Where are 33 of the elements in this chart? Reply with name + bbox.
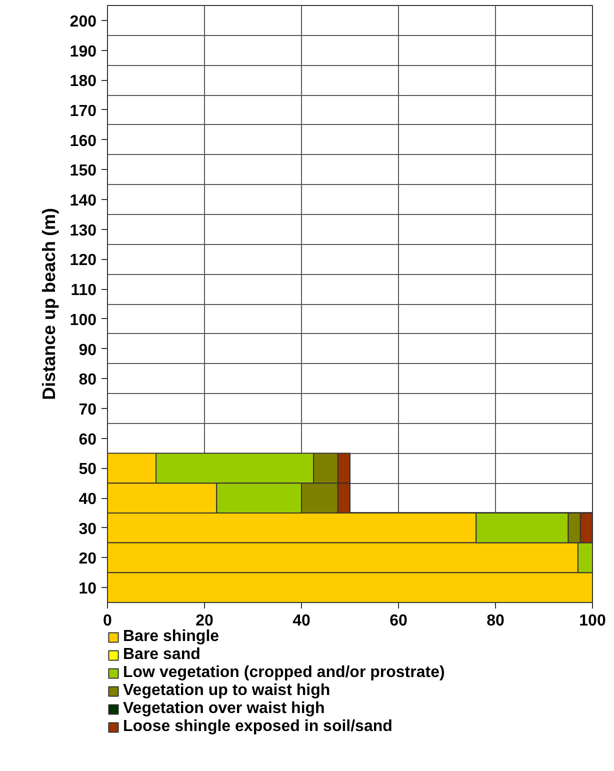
x-tick-label: 40 bbox=[292, 612, 310, 630]
legend-label: Bare shingle bbox=[123, 628, 220, 646]
x-tick-label: 0 bbox=[103, 612, 112, 630]
y-tick-label: 160 bbox=[70, 132, 97, 150]
y-tick-label: 100 bbox=[70, 312, 97, 329]
y-tick-label: 90 bbox=[78, 342, 97, 359]
y-tick-label: 110 bbox=[70, 282, 97, 300]
legend-label: Low vegetation (cropped and/or prostrate) bbox=[123, 664, 445, 682]
y-tick-label: 80 bbox=[78, 372, 97, 389]
legend-label: Vegetation over waist high bbox=[123, 700, 325, 718]
y-tick-label: 150 bbox=[70, 162, 97, 180]
y-tick-label: 130 bbox=[70, 222, 97, 240]
y-tick-label: 180 bbox=[70, 73, 97, 90]
y-tick-label: 200 bbox=[70, 13, 97, 30]
x-tick-label: 80 bbox=[486, 612, 504, 630]
y-tick-label: 140 bbox=[70, 192, 97, 210]
legend-label: Bare sand bbox=[123, 646, 200, 664]
y-tick-label: 170 bbox=[70, 102, 97, 120]
y-tick-label: 50 bbox=[78, 461, 97, 478]
y-tick-label: 10 bbox=[78, 580, 97, 598]
y-tick-label: 70 bbox=[78, 401, 97, 418]
y-tick-label: 20 bbox=[78, 550, 97, 568]
y-tick-label: 120 bbox=[70, 252, 97, 270]
y-axis-title: Distance up beach (m) bbox=[38, 208, 59, 400]
y-tick-label: 40 bbox=[78, 491, 97, 508]
y-tick-label: 60 bbox=[78, 431, 97, 448]
legend-label: Vegetation up to waist high bbox=[123, 682, 330, 700]
y-tick-label: 30 bbox=[78, 520, 97, 538]
x-tick-label: 100 bbox=[579, 612, 606, 630]
legend-label: Loose shingle exposed in soil/sand bbox=[123, 718, 392, 736]
x-tick-label: 60 bbox=[390, 612, 408, 630]
y-tick-label: 190 bbox=[70, 43, 97, 60]
x-tick-label: 20 bbox=[196, 612, 214, 630]
